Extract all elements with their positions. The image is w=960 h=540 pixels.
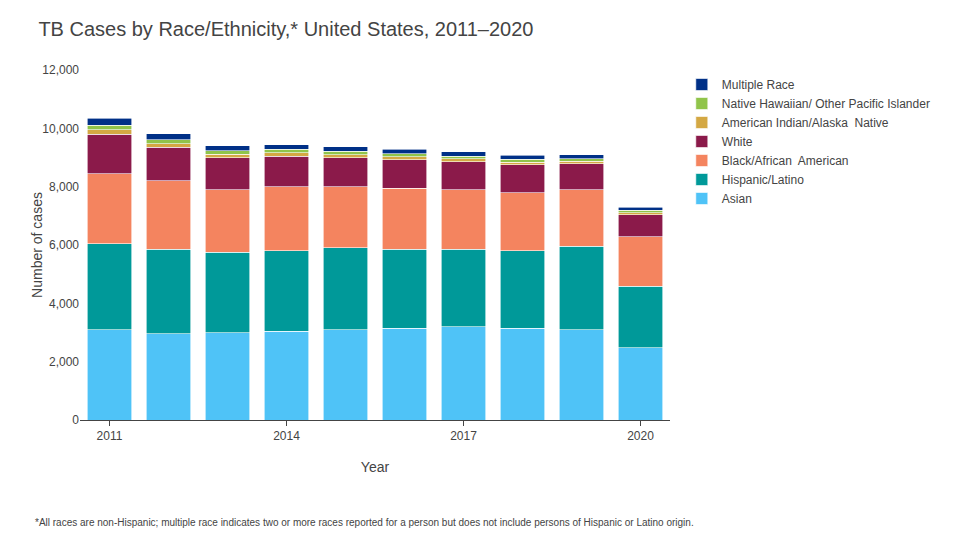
- svg-text:Multiple Race: Multiple Race: [722, 78, 795, 92]
- svg-text:Native Hawaiian/ Other Pacific: Native Hawaiian/ Other Pacific Islander: [722, 97, 930, 111]
- svg-text:2014: 2014: [273, 429, 300, 443]
- svg-text:TB Cases by Race/Ethnicity,* U: TB Cases by Race/Ethnicity,* United Stat…: [38, 18, 533, 40]
- svg-text:Asian: Asian: [722, 192, 752, 206]
- svg-text:2017: 2017: [450, 429, 477, 443]
- svg-text:12,000: 12,000: [42, 63, 79, 77]
- svg-text:Year: Year: [361, 459, 390, 475]
- svg-text:4,000: 4,000: [49, 297, 79, 311]
- svg-text:Hispanic/Latino: Hispanic/Latino: [722, 173, 804, 187]
- svg-text:*All races are non-Hispanic; m: *All races are non-Hispanic; multiple ra…: [35, 517, 694, 528]
- svg-text:2011: 2011: [97, 429, 123, 443]
- svg-text:Number of cases: Number of cases: [29, 192, 45, 298]
- svg-text:American Indian/Alaska Native: American Indian/Alaska Native: [722, 116, 889, 130]
- svg-text:2020: 2020: [627, 429, 654, 443]
- svg-text:0: 0: [72, 413, 79, 427]
- svg-text:2,000: 2,000: [49, 355, 79, 369]
- svg-text:8,000: 8,000: [49, 180, 79, 194]
- svg-text:6,000: 6,000: [49, 238, 79, 252]
- svg-text:Black/African American: Black/African American: [722, 154, 849, 168]
- svg-text:White: White: [722, 135, 753, 149]
- svg-text:10,000: 10,000: [42, 122, 79, 136]
